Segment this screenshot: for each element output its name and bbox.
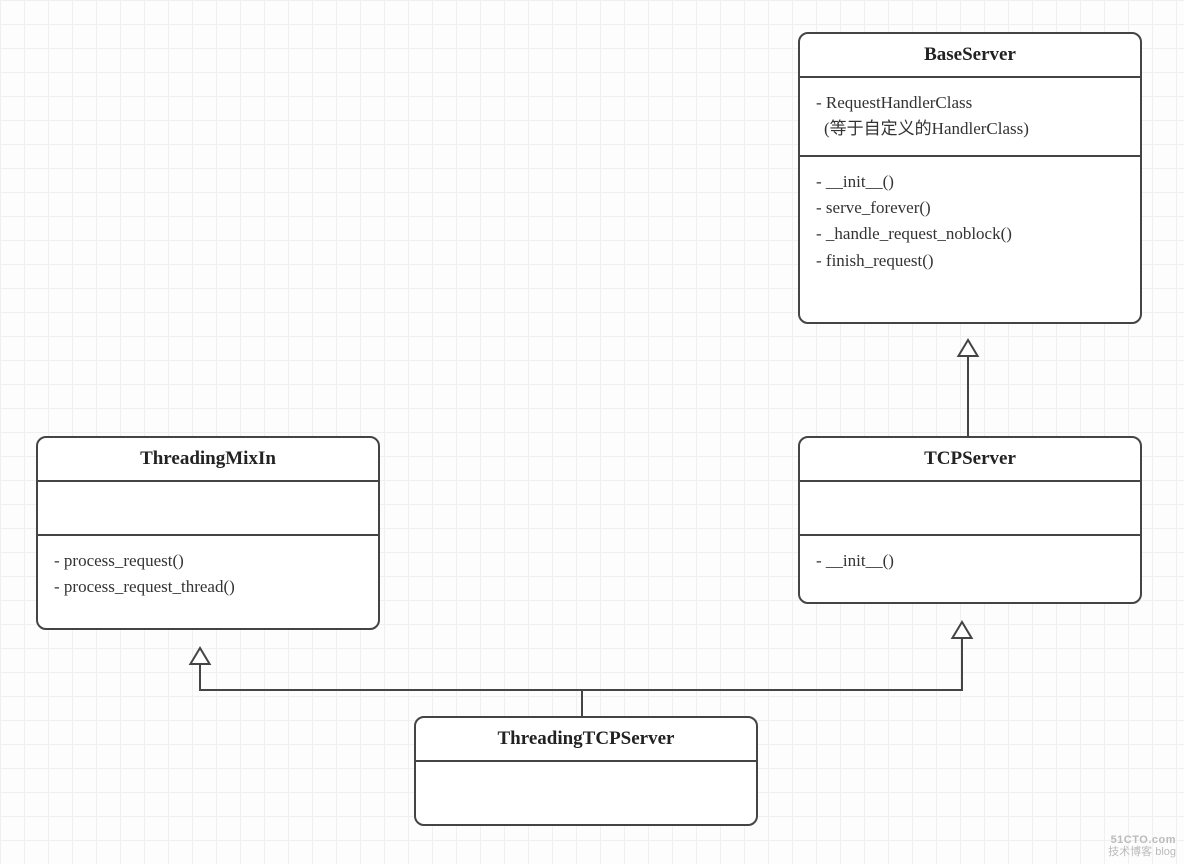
class-attributes: - RequestHandlerClass (等于自定义的HandlerClas… — [800, 76, 1140, 155]
watermark: 51CTO.com 技术博客 blog — [1108, 834, 1176, 858]
method-line: - __init__() — [816, 169, 1124, 195]
method-line: - _handle_request_noblock() — [816, 221, 1124, 247]
class-methods: - __init__() — [800, 534, 1140, 586]
method-line: - process_request() — [54, 548, 362, 574]
class-box-threadingmixin: ThreadingMixIn - process_request() - pro… — [36, 436, 380, 630]
class-box-tcpserver: TCPServer - __init__() — [798, 436, 1142, 604]
class-title: ThreadingTCPServer — [416, 718, 756, 760]
class-box-baseserver: BaseServer - RequestHandlerClass (等于自定义的… — [798, 32, 1142, 324]
watermark-line: 技术博客 blog — [1108, 846, 1176, 858]
class-title: BaseServer — [800, 34, 1140, 76]
method-line: - finish_request() — [816, 248, 1124, 274]
method-line: - __init__() — [816, 548, 1124, 574]
attribute-line: - RequestHandlerClass — [816, 90, 1124, 116]
class-attributes — [38, 480, 378, 534]
method-line: - process_request_thread() — [54, 574, 362, 600]
class-title: TCPServer — [800, 438, 1140, 480]
class-attributes — [800, 480, 1140, 534]
class-methods: - process_request() - process_request_th… — [38, 534, 378, 613]
attribute-line: (等于自定义的HandlerClass) — [816, 116, 1124, 142]
class-box-threadingtcpserver: ThreadingTCPServer — [414, 716, 758, 826]
watermark-line: 51CTO.com — [1108, 834, 1176, 846]
class-title: ThreadingMixIn — [38, 438, 378, 480]
class-attributes — [416, 760, 756, 814]
method-line: - serve_forever() — [816, 195, 1124, 221]
class-methods: - __init__() - serve_forever() - _handle… — [800, 155, 1140, 286]
